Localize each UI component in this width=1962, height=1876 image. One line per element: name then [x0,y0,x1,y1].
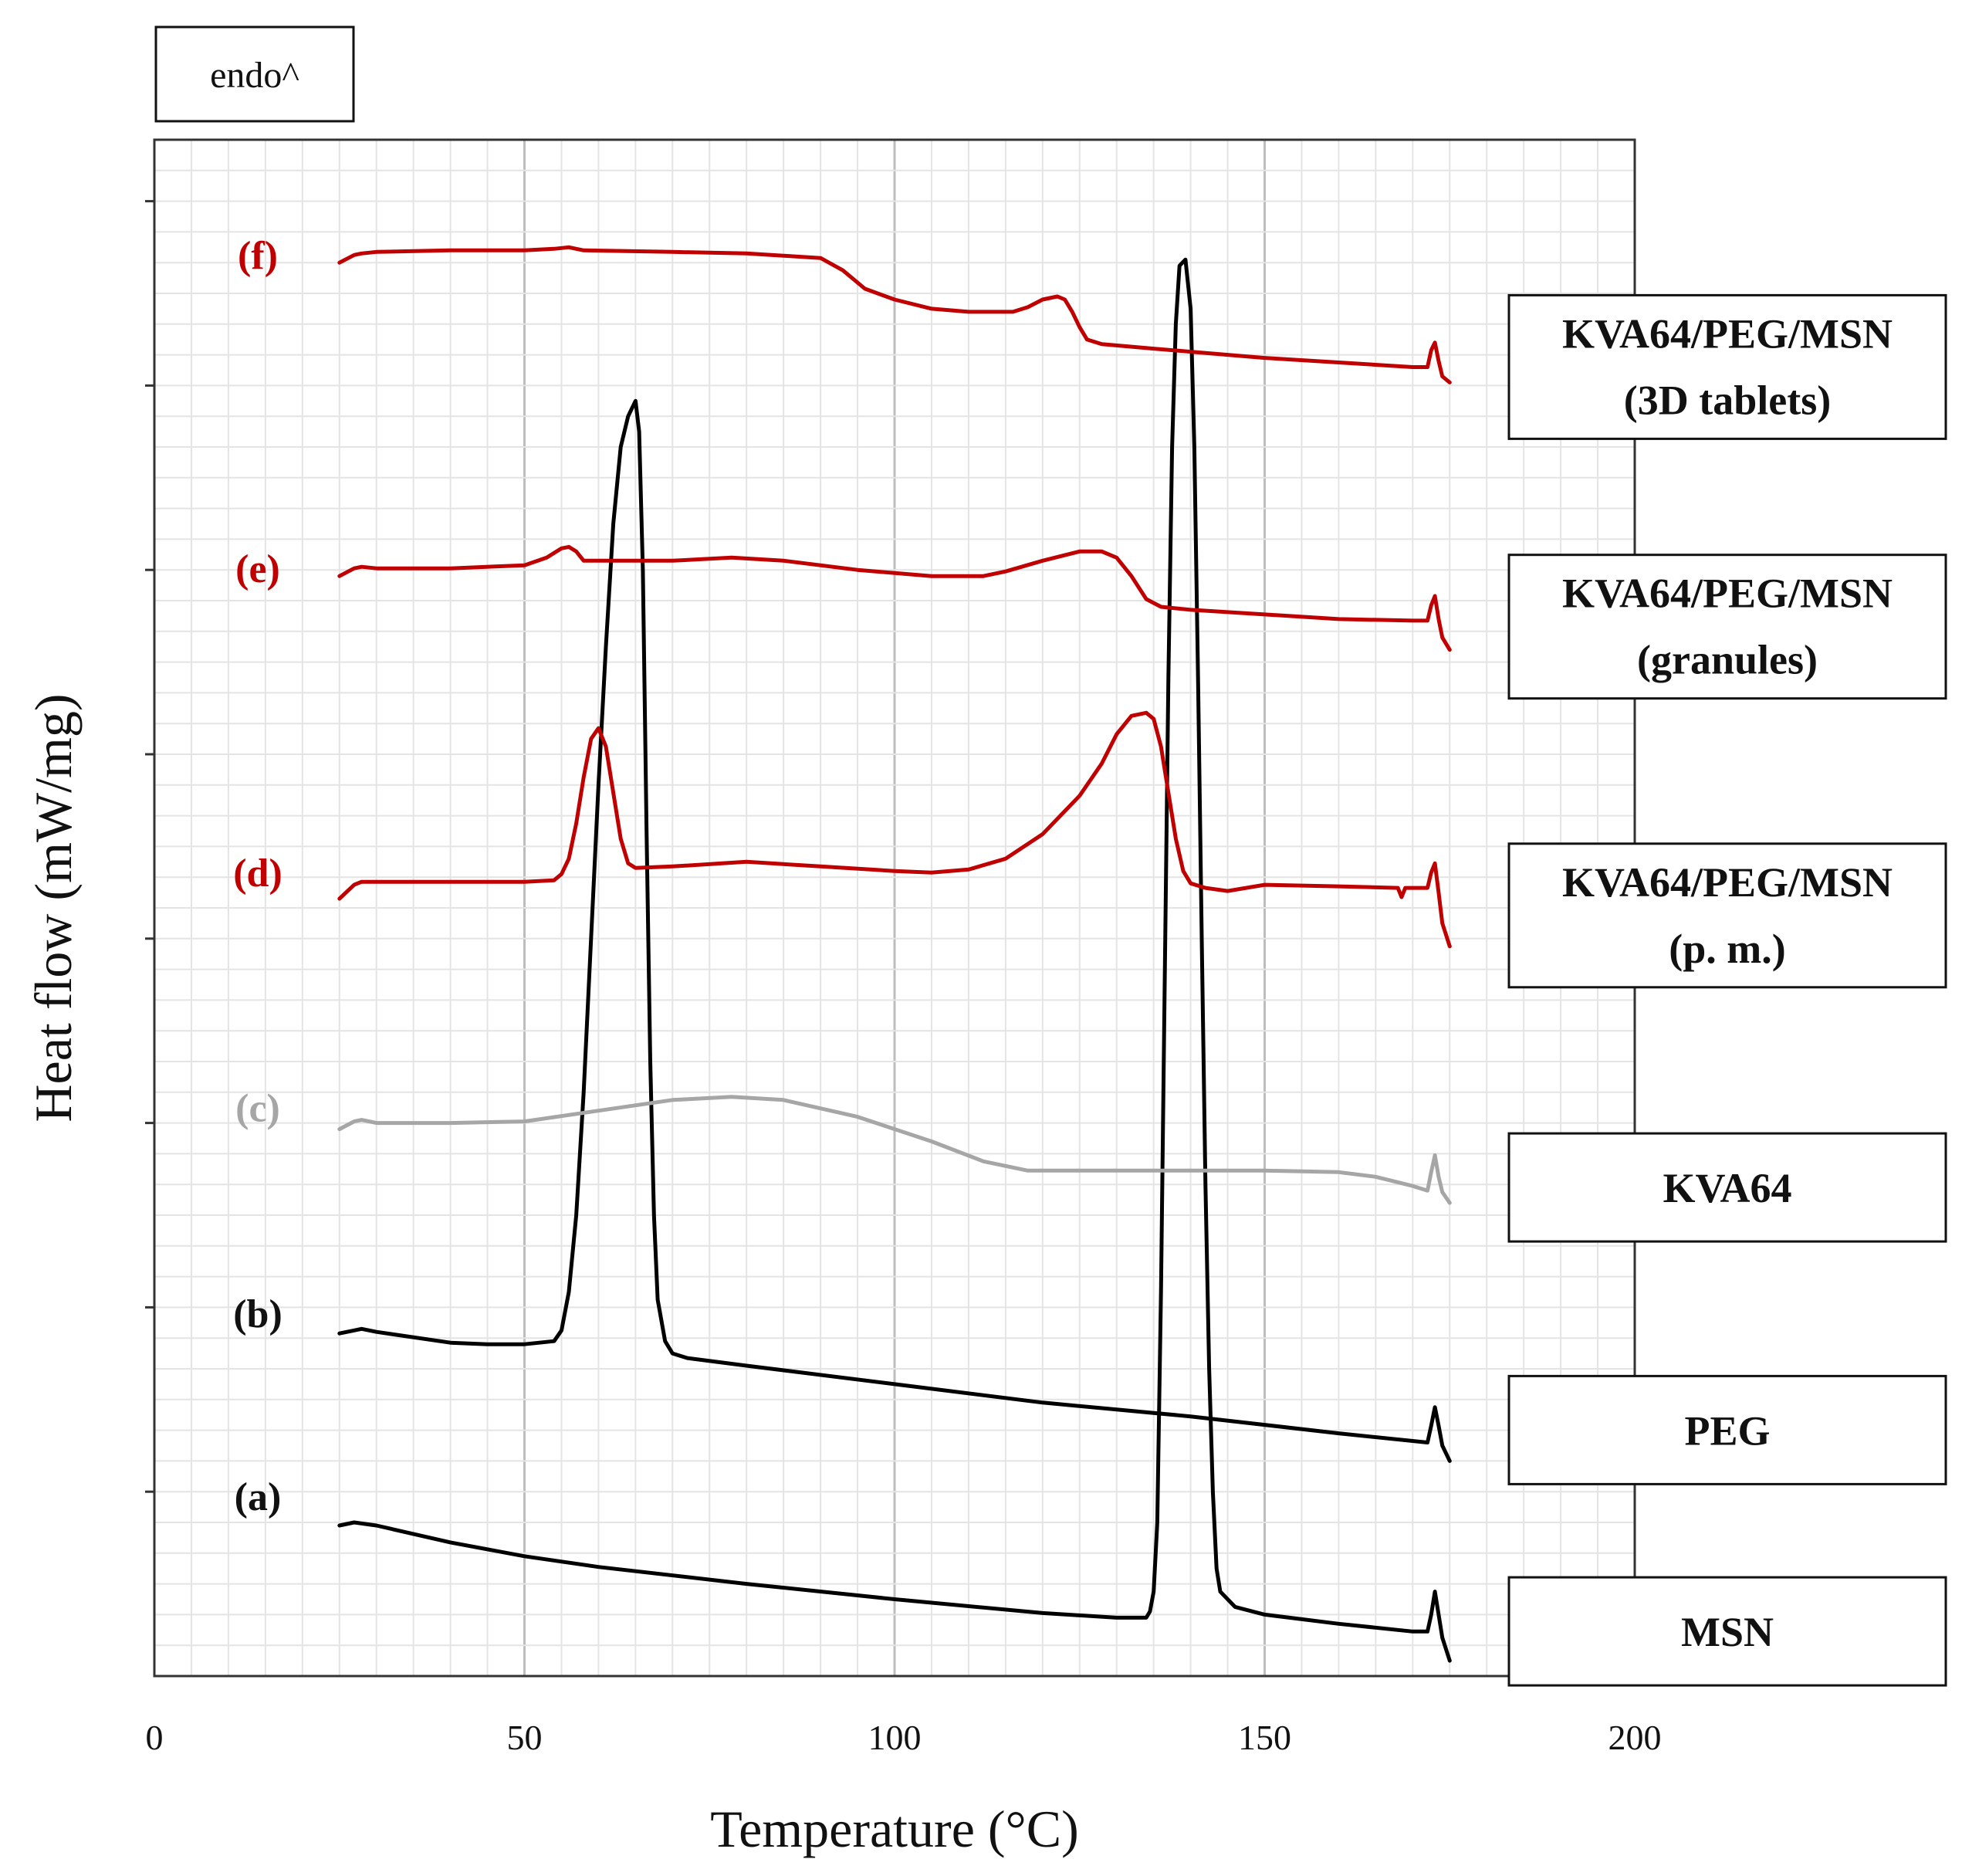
legend-text-a: MSN [1681,1609,1774,1655]
endo-annotation: endo^ [210,55,299,96]
legend-box-d [1507,842,1947,989]
series-curve-d [337,710,1452,949]
legend-text-b: PEG [1684,1407,1770,1454]
x-axis-tick-labels: 0 50 100 150 200 [146,1718,1662,1757]
legend-text-d: KVA64/PEG/MSN [1562,859,1893,906]
legend-text-c: KVA64 [1663,1165,1791,1211]
legend-text-e: KVA64/PEG/MSN [1562,571,1893,617]
legend-boxes: MSN PEG KVA64 KVA64/PEG/MSN (p. m.) KVA64/PEG… [1507,293,1947,1687]
y-axis-ticks [145,200,154,1493]
curve-label-b: (b) [233,1292,282,1336]
legend-text-f: KVA64/PEG/MSN [1562,310,1893,357]
series-curves [337,245,1452,1663]
grid [153,139,1636,1677]
curve-label-f: (f) [238,234,278,278]
x-tick-label: 100 [868,1718,922,1757]
x-tick-label: 200 [1609,1718,1662,1757]
curve-label-a: (a) [235,1475,282,1519]
x-axis-title: Temperature (°C) [710,1800,1078,1858]
y-axis-title: Heat flow (mW/mg) [24,693,83,1122]
legend-text-d: (p. m.) [1669,926,1785,972]
legend-box-f [1507,293,1947,440]
endo-annotation-box [154,25,355,123]
legend-text-f: (3D tablets) [1624,377,1831,423]
x-tick-label: 0 [146,1718,164,1757]
curve-label-c: (c) [235,1087,280,1131]
curve-labels: (a) (b) (c) (d) (e) (f) [233,234,282,1519]
legend-box-e [1507,554,1947,700]
legend-box-b [1507,1374,1947,1485]
x-tick-label: 150 [1238,1718,1291,1757]
series-curve-e [337,544,1452,652]
series-curve-a [337,257,1452,1663]
series-curve-b [337,398,1452,1463]
legend-text-e: (granules) [1637,637,1818,683]
series-curve-f [337,245,1452,384]
curve-label-e: (e) [235,547,280,591]
legend-box-a [1507,1576,1947,1687]
x-tick-label: 50 [507,1718,543,1757]
series-curve-c [337,1095,1452,1205]
curve-label-d: (d) [233,852,282,896]
legend-box-c [1507,1132,1947,1243]
